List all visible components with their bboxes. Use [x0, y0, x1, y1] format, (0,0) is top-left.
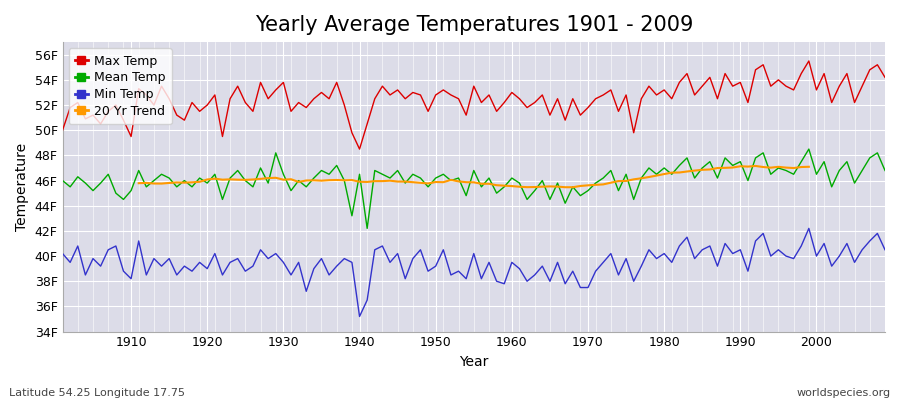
- Text: Latitude 54.25 Longitude 17.75: Latitude 54.25 Longitude 17.75: [9, 388, 185, 398]
- Y-axis label: Temperature: Temperature: [15, 143, 29, 231]
- X-axis label: Year: Year: [459, 355, 489, 369]
- Legend: Max Temp, Mean Temp, Min Temp, 20 Yr Trend: Max Temp, Mean Temp, Min Temp, 20 Yr Tre…: [68, 48, 172, 124]
- Text: worldspecies.org: worldspecies.org: [796, 388, 891, 398]
- Title: Yearly Average Temperatures 1901 - 2009: Yearly Average Temperatures 1901 - 2009: [255, 15, 693, 35]
